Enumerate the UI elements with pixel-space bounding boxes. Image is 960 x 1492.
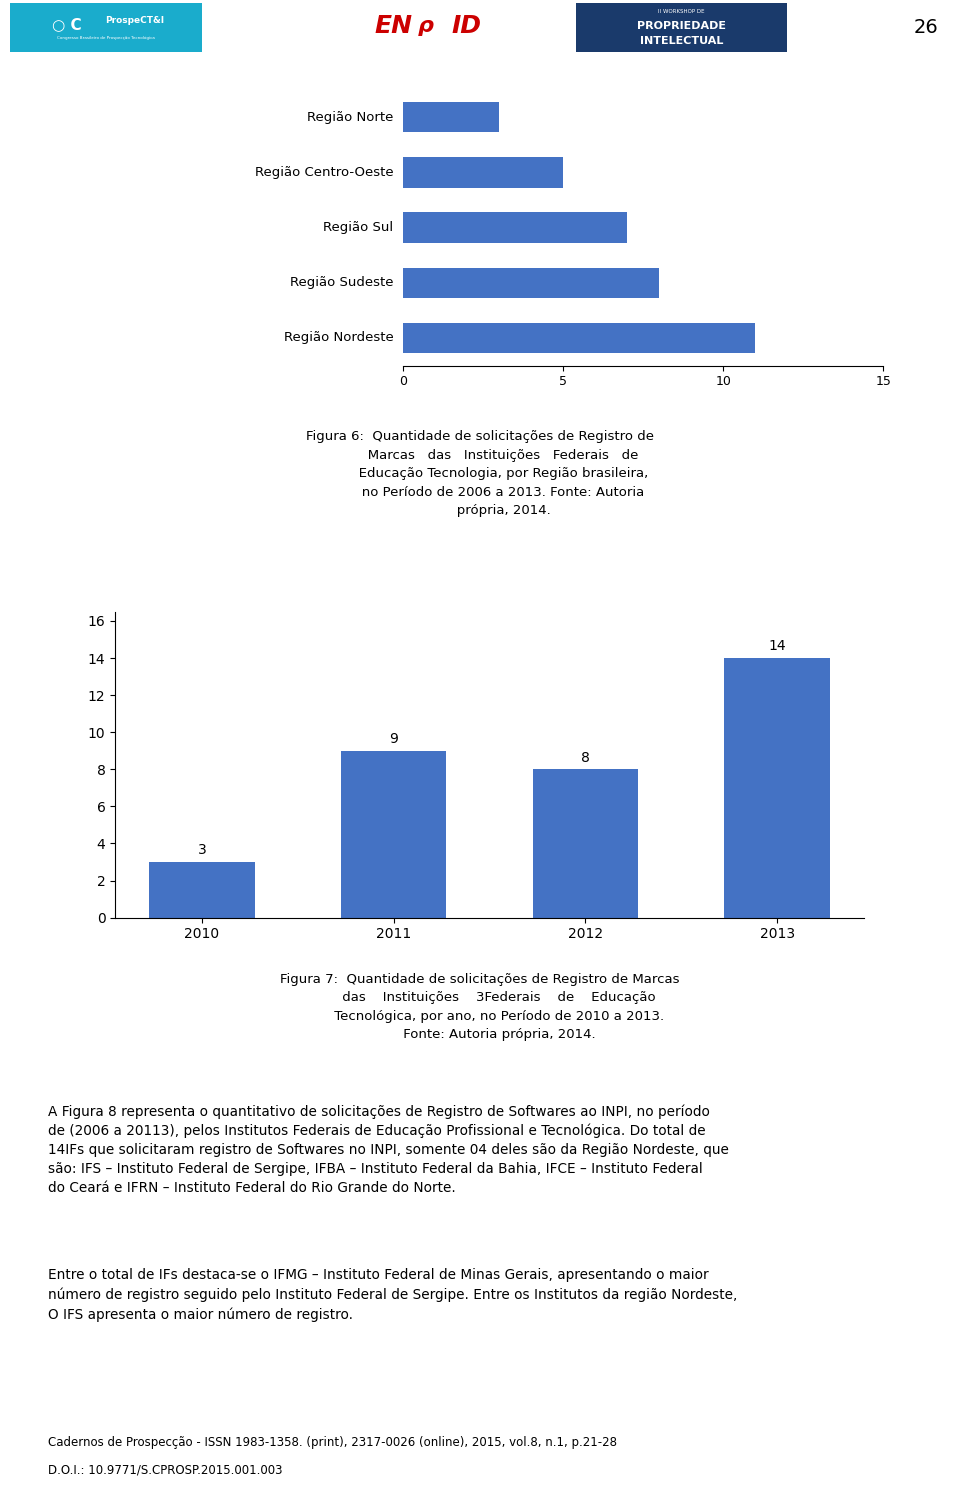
Text: D.O.I.: 10.9771/S.CPROSP.2015.001.003: D.O.I.: 10.9771/S.CPROSP.2015.001.003	[48, 1464, 282, 1477]
Bar	[149, 862, 254, 918]
Text: 26: 26	[914, 18, 939, 37]
Bar	[341, 750, 446, 918]
Bar	[403, 322, 756, 354]
Text: Entre o total de IFs destaca-se o IFMG – Instituto Federal de Minas Gerais, apre: Entre o total de IFs destaca-se o IFMG –…	[48, 1268, 737, 1322]
Text: Figura 7:  Quantidade de solicitações de Registro de Marcas
         das    Inst: Figura 7: Quantidade de solicitações de …	[280, 973, 680, 1041]
Bar	[533, 770, 638, 918]
Bar	[403, 101, 499, 133]
Text: Cadernos de Prospecção - ISSN 1983-1358. (print), 2317-0026 (online), 2015, vol.: Cadernos de Prospecção - ISSN 1983-1358.…	[48, 1435, 617, 1449]
Bar	[725, 658, 830, 918]
Text: Região Nordeste: Região Nordeste	[284, 331, 394, 345]
Text: 8: 8	[581, 750, 589, 765]
Text: Região Centro-Oeste: Região Centro-Oeste	[255, 166, 394, 179]
Text: Congresso Brasileiro de Prospecção Tecnológica: Congresso Brasileiro de Prospecção Tecno…	[57, 36, 155, 40]
Text: Região Sudeste: Região Sudeste	[290, 276, 394, 289]
Text: ○ C: ○ C	[53, 16, 82, 31]
Text: 9: 9	[390, 733, 398, 746]
Bar	[403, 267, 660, 298]
Text: ρ: ρ	[418, 16, 434, 36]
Text: Região Norte: Região Norte	[307, 110, 394, 124]
Text: EN: EN	[374, 13, 413, 39]
Text: 3: 3	[198, 843, 206, 858]
Text: ProspeCT&I: ProspeCT&I	[105, 16, 164, 25]
Text: 14: 14	[768, 640, 786, 653]
FancyBboxPatch shape	[576, 3, 787, 52]
Bar	[403, 157, 564, 188]
Text: PROPRIEDADE: PROPRIEDADE	[637, 21, 726, 31]
Text: II WORKSHOP DE: II WORKSHOP DE	[659, 9, 705, 15]
Bar	[403, 212, 627, 243]
FancyBboxPatch shape	[10, 3, 202, 52]
Text: Figura 6:  Quantidade de solicitações de Registro de
           Marcas   das   I: Figura 6: Quantidade de solicitações de …	[306, 430, 654, 518]
Text: ID: ID	[451, 13, 481, 39]
Text: Região Sul: Região Sul	[324, 221, 394, 234]
Text: A Figura 8 representa o quantitativo de solicitações de Registro de Softwares ao: A Figura 8 representa o quantitativo de …	[48, 1104, 729, 1195]
Text: INTELECTUAL: INTELECTUAL	[640, 36, 723, 46]
